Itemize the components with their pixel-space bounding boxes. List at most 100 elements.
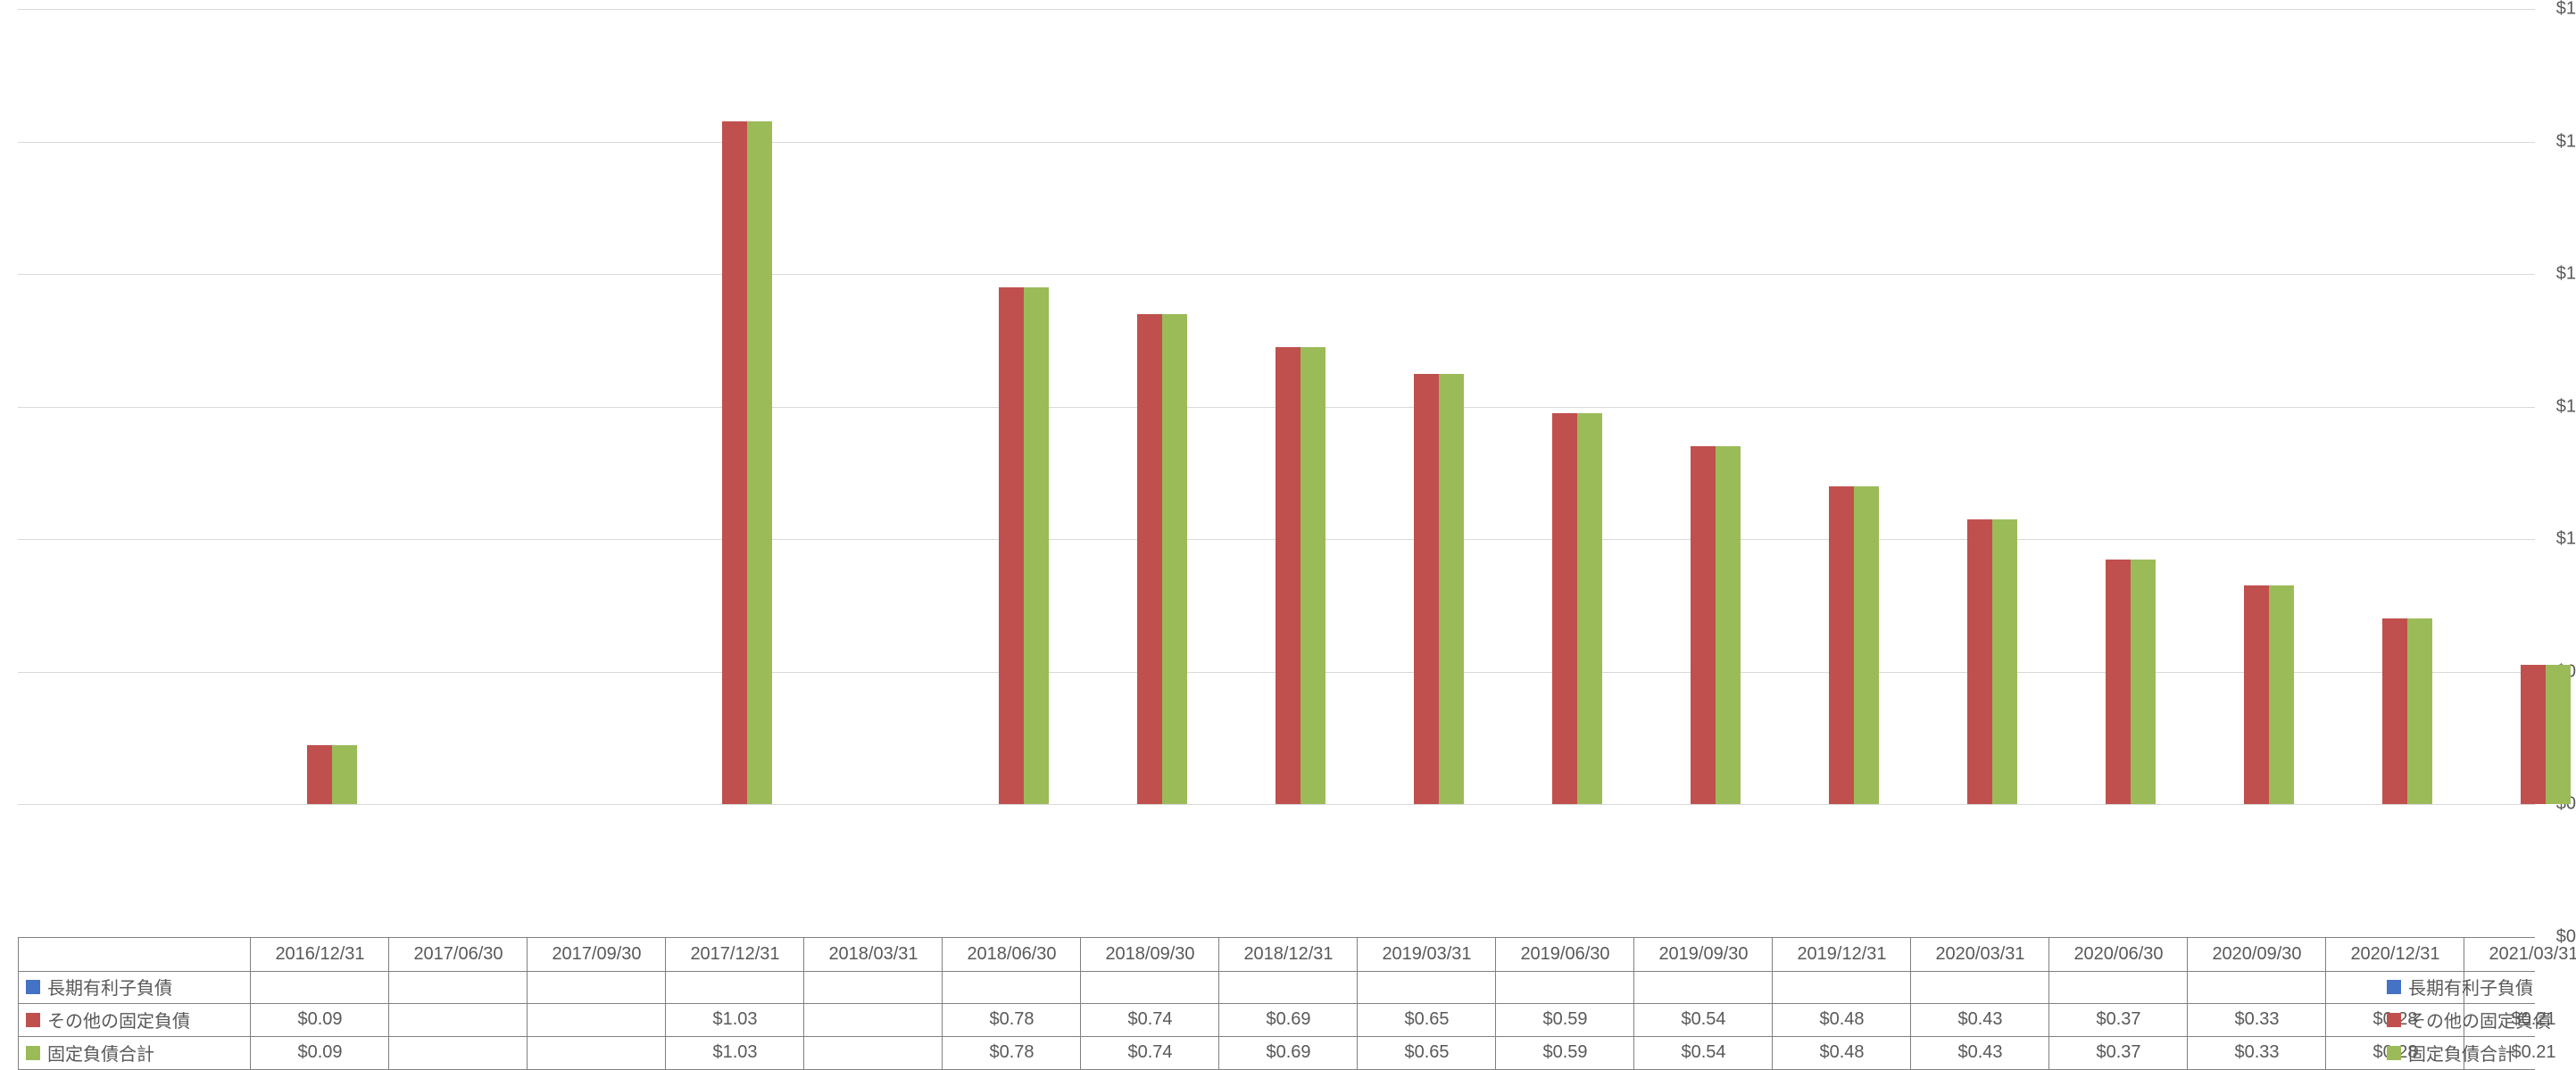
bar [1162, 314, 1187, 805]
category-label: 2018/06/30 [942, 938, 1081, 971]
value-cell: $0.59 [1495, 1036, 1634, 1069]
category-label: 2020/06/30 [2048, 938, 2188, 971]
bar [1577, 413, 1602, 804]
bar [1829, 486, 1854, 805]
bar [1691, 446, 1716, 804]
bar [1276, 347, 1300, 805]
value-cell [1495, 970, 1634, 1003]
category-label: 2017/09/30 [527, 938, 666, 971]
value-cell: $0.43 [1910, 1003, 2049, 1036]
category-label: 2018/09/30 [1080, 938, 1219, 971]
bar [2269, 585, 2294, 804]
value-cell: $0.59 [1495, 1003, 1634, 1036]
value-cell [942, 970, 1081, 1003]
series-legend-label: その他の固定負債 [18, 1003, 258, 1036]
legend-text: 長期有利子負債 [2408, 974, 2533, 999]
value-cell [527, 1003, 666, 1036]
bar [2546, 665, 2571, 804]
series-legend-label: 固定負債合計 [18, 1036, 258, 1069]
bar [2382, 618, 2407, 804]
value-cell: $0.78 [942, 1003, 1081, 1036]
y-axis-tick-label: $1 [2556, 264, 2576, 285]
value-cell: $0.69 [1218, 1003, 1358, 1036]
value-cell [2187, 970, 2326, 1003]
legend-marker [26, 1013, 40, 1027]
series-row: その他の固定負債$0.09$1.03$0.78$0.74$0.69$0.65$0… [18, 1003, 2535, 1037]
value-cell [1218, 970, 1358, 1003]
value-cell: $1.03 [665, 1003, 804, 1036]
y-axis-tick-label: $1 [2556, 0, 2576, 20]
category-label: 2020/09/30 [2187, 938, 2326, 971]
legend-text: 固定負債合計 [47, 1040, 154, 1066]
value-cell: $0.43 [1910, 1036, 2049, 1069]
bar [2131, 560, 2156, 805]
bar [1854, 486, 1879, 805]
bar [722, 121, 747, 804]
value-cell [803, 970, 943, 1003]
bar [1414, 374, 1439, 805]
category-label: 2017/06/30 [388, 938, 528, 971]
legend-text: その他の固定負債 [47, 1007, 190, 1033]
category-label: 2019/09/30 [1633, 938, 1773, 971]
right-legend-item: その他の固定負債 [2380, 1003, 2576, 1036]
bar [1439, 374, 1464, 805]
legend-text: その他の固定負債 [2408, 1007, 2551, 1033]
bars-region [18, 9, 2535, 937]
y-axis-tick-label: $1 [2556, 529, 2576, 550]
legend-marker [26, 980, 40, 994]
right-legend-item: 長期有利子負債 [2380, 970, 2576, 1003]
bar [1300, 347, 1325, 805]
value-cell [1772, 970, 1911, 1003]
bar [1137, 314, 1162, 805]
y-axis-tick-label: $1 [2556, 131, 2576, 152]
value-cell [527, 970, 666, 1003]
category-label: 2019/03/31 [1357, 938, 1496, 971]
value-cell [1080, 970, 1219, 1003]
bar [332, 745, 357, 805]
legend-marker [2387, 980, 2401, 994]
value-cell [250, 970, 389, 1003]
category-label: 2018/03/31 [803, 938, 943, 971]
value-cell [388, 1003, 528, 1036]
value-cell [388, 1036, 528, 1069]
right-legend-item: 固定負債合計 [2380, 1036, 2576, 1069]
value-cell: $0.54 [1633, 1036, 1773, 1069]
value-cell [1633, 970, 1773, 1003]
category-label: 2017/12/31 [665, 938, 804, 971]
legend-marker [2387, 1046, 2401, 1060]
bar [1992, 519, 2017, 804]
value-cell [803, 1003, 943, 1036]
value-cell: $0.09 [250, 1036, 389, 1069]
value-cell: $0.65 [1357, 1036, 1496, 1069]
bar [2521, 665, 2546, 804]
y-axis-tick-label: $1 [2556, 396, 2576, 417]
value-cell: $0.48 [1772, 1036, 1911, 1069]
bar [2106, 560, 2131, 805]
bar [1967, 519, 1992, 804]
value-cell: $0.78 [942, 1036, 1081, 1069]
value-cell [1910, 970, 2049, 1003]
category-label: 2019/12/31 [1772, 938, 1911, 971]
series-row: 固定負債合計$0.09$1.03$0.78$0.74$0.69$0.65$0.5… [18, 1036, 2535, 1070]
legend-marker [26, 1046, 40, 1060]
bar [2407, 618, 2432, 804]
legend-marker [2387, 1013, 2401, 1027]
value-cell: $0.48 [1772, 1003, 1911, 1036]
value-cell [665, 970, 804, 1003]
value-cell [2048, 970, 2188, 1003]
category-label: 2016/12/31 [250, 938, 389, 971]
value-cell: $1.03 [665, 1036, 804, 1069]
bar [747, 121, 772, 804]
legend-text: 長期有利子負債 [47, 974, 172, 999]
value-cell [803, 1036, 943, 1069]
bar [1024, 287, 1049, 804]
value-cell: $0.74 [1080, 1003, 1219, 1036]
value-cell [1357, 970, 1496, 1003]
legend-text: 固定負債合計 [2408, 1040, 2515, 1066]
value-cell: $0.37 [2048, 1036, 2188, 1069]
header-empty-cell [18, 938, 258, 971]
category-label: 2019/06/30 [1495, 938, 1634, 971]
category-label: 2018/12/31 [1218, 938, 1358, 971]
value-cell: $0.33 [2187, 1003, 2326, 1036]
bar-chart: $0$0$0$1$1$1$1$1 2016/12/312017/06/30201… [0, 0, 2576, 956]
